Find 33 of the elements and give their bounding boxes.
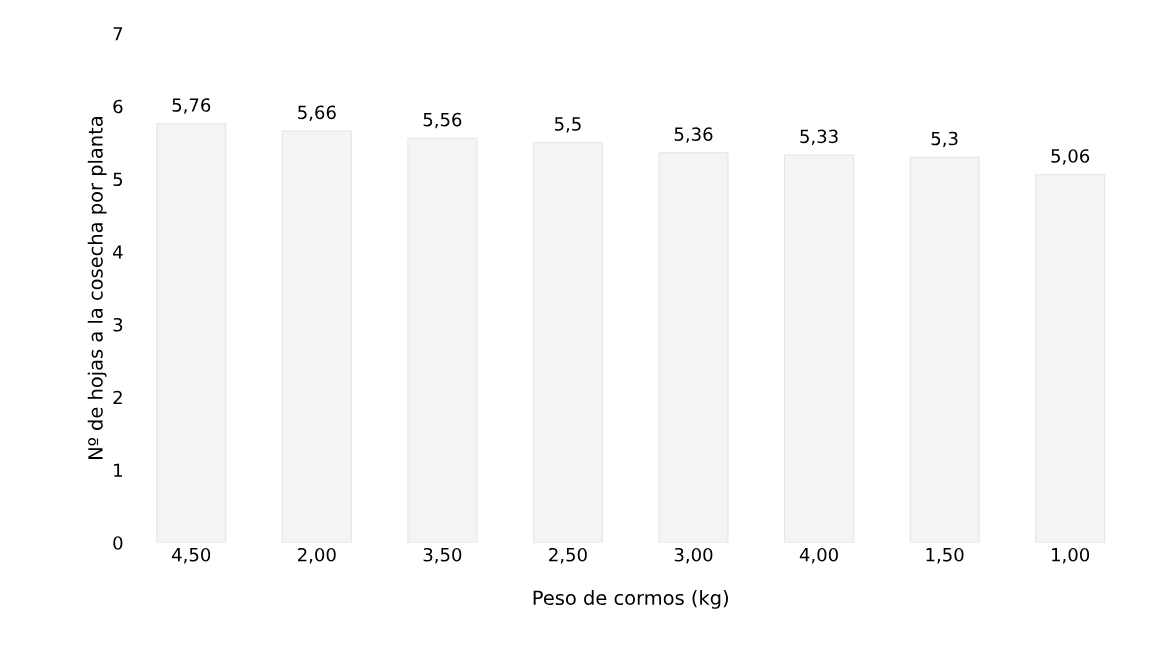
data-label: 5,3 bbox=[931, 131, 958, 148]
data-label: 5,76 bbox=[172, 98, 211, 114]
x-tick-label: 1,00 bbox=[1052, 547, 1090, 564]
y-tick-label: 4 bbox=[113, 245, 123, 259]
x-tick-label: 3,50 bbox=[423, 547, 462, 564]
bar bbox=[156, 123, 227, 543]
data-label: 5,36 bbox=[674, 127, 713, 143]
bar bbox=[532, 142, 603, 543]
data-label: 5,5 bbox=[554, 117, 581, 133]
x-axis-title: Peso de cormos (kg) bbox=[533, 590, 728, 609]
x-tick-label: 2,50 bbox=[549, 547, 587, 564]
bar bbox=[407, 137, 478, 543]
bar bbox=[909, 156, 980, 543]
y-tick-label: 3 bbox=[113, 317, 123, 332]
x-tick-label: 4,50 bbox=[172, 547, 211, 564]
x-tick-label: 1,50 bbox=[926, 547, 964, 564]
y-tick-label: 7 bbox=[113, 27, 123, 41]
data-label: 5,56 bbox=[423, 112, 462, 129]
x-tick-label: 2,00 bbox=[298, 547, 336, 564]
y-tick-label: 0 bbox=[113, 536, 123, 550]
y-tick-label: 1 bbox=[114, 463, 122, 477]
data-label: 5,06 bbox=[1051, 149, 1090, 165]
bar bbox=[784, 154, 855, 543]
y-tick-label: 6 bbox=[113, 99, 123, 114]
bar bbox=[281, 130, 352, 543]
bar bbox=[1035, 174, 1106, 543]
data-label: 5,66 bbox=[298, 105, 336, 121]
x-tick-label: 4,00 bbox=[799, 547, 838, 564]
data-label: 5,33 bbox=[800, 129, 838, 145]
y-axis-title: Nº de hojas a la cosecha por planta bbox=[87, 117, 107, 459]
y-tick-label: 2 bbox=[113, 390, 122, 405]
x-tick-label: 3,00 bbox=[674, 547, 713, 564]
y-tick-label: 5 bbox=[113, 172, 123, 187]
